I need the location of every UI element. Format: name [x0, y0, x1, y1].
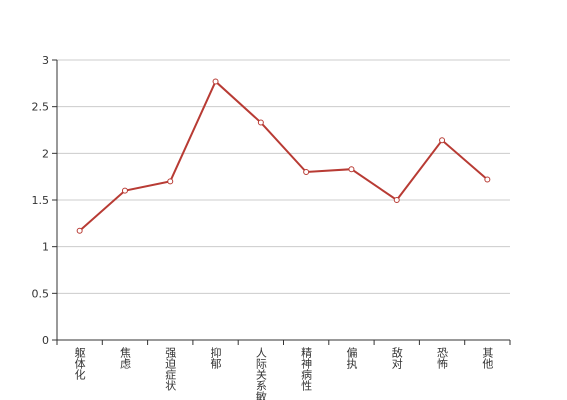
point: [121, 187, 128, 194]
x-tick-label: 偏执: [345, 346, 358, 370]
y-tick-label: 0.5: [32, 287, 50, 300]
point: [257, 119, 264, 126]
x-tick-label: 躯体化: [73, 347, 86, 381]
point: [484, 176, 491, 183]
x-tick-label: 强迫症状: [164, 347, 177, 391]
point: [303, 169, 310, 175]
x-tick-label: 抑郁: [209, 346, 222, 369]
x-tick-label: 焦虑: [118, 347, 131, 369]
x-tick-label: 恐怖: [436, 347, 449, 369]
point: [348, 166, 355, 173]
x-tick-label: 其他: [481, 347, 494, 369]
x-tick-label: 人际关系敏感: [254, 347, 267, 400]
point: [393, 197, 400, 203]
y-tick-label: 1: [42, 241, 49, 254]
y-tick-label: 3: [42, 54, 49, 67]
point: [212, 78, 219, 85]
line: [78, 79, 489, 232]
y-tick-label: 2: [42, 147, 49, 160]
y-tick-label: 1.5: [32, 194, 50, 207]
point: [167, 178, 174, 185]
x-tick-label: 敌对: [390, 346, 403, 369]
point: [76, 227, 83, 234]
y-tick-label: 0: [42, 334, 49, 347]
x-tick-label: 精神病性: [300, 347, 313, 392]
point: [439, 137, 446, 144]
y-tick-label: 2.5: [32, 101, 50, 114]
